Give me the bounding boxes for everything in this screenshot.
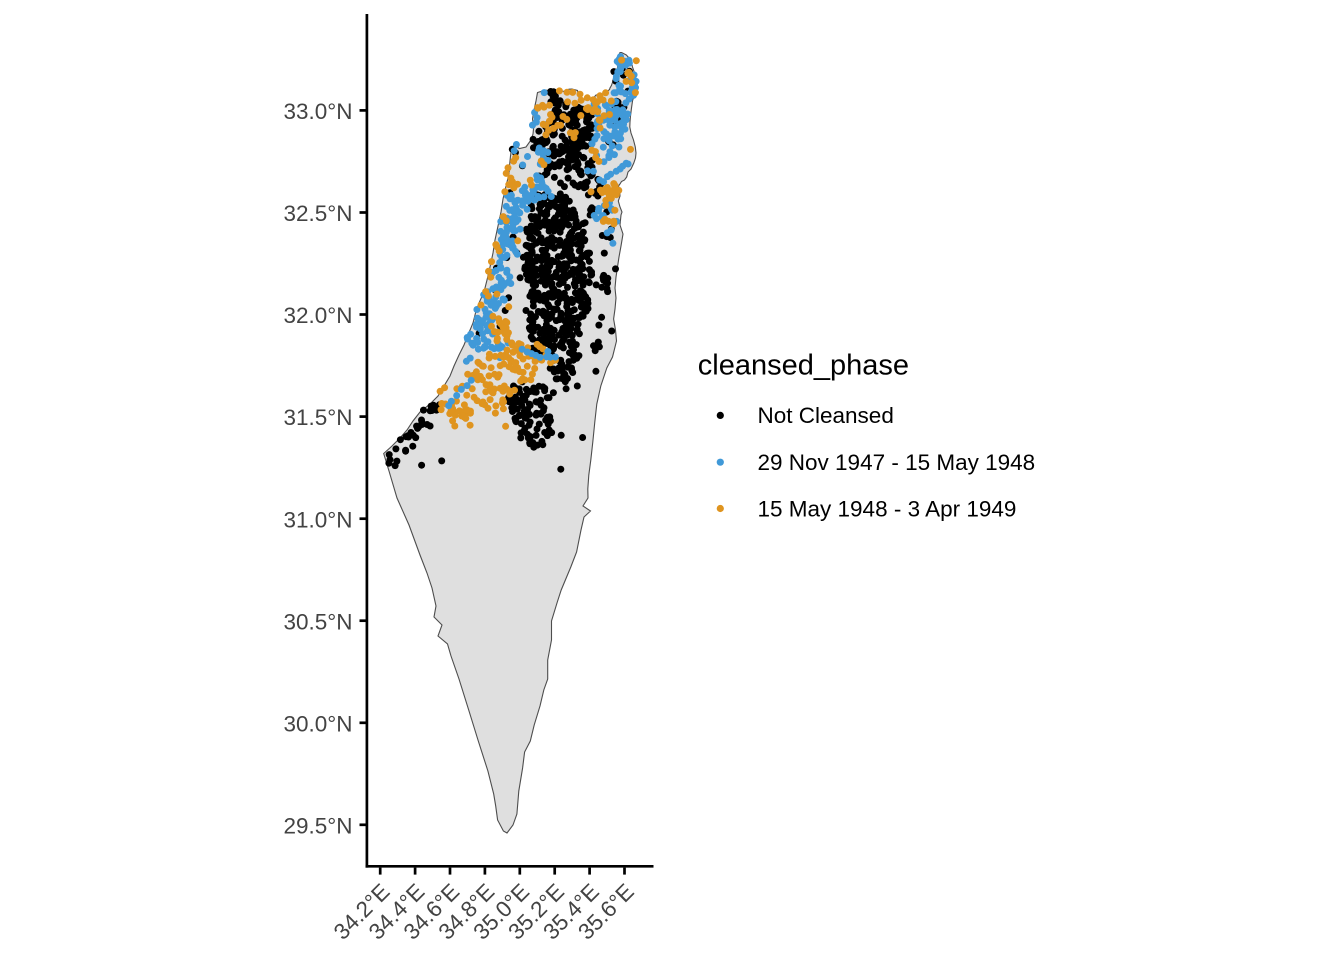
svg-text:Not Cleansed: Not Cleansed (758, 403, 894, 428)
svg-text:32.5°N: 32.5°N (283, 201, 352, 226)
svg-text:cleansed_phase: cleansed_phase (698, 350, 909, 382)
svg-text:30.5°N: 30.5°N (283, 609, 352, 634)
svg-text:32.0°N: 32.0°N (283, 303, 352, 328)
svg-text:15 May 1948 - 3 Apr 1949: 15 May 1948 - 3 Apr 1949 (758, 496, 1017, 521)
svg-text:31.5°N: 31.5°N (283, 405, 352, 430)
svg-text:33.0°N: 33.0°N (283, 99, 352, 124)
svg-text:30.0°N: 30.0°N (283, 711, 352, 736)
svg-text:29 Nov 1947 - 15 May 1948: 29 Nov 1947 - 15 May 1948 (758, 450, 1036, 475)
svg-text:29.5°N: 29.5°N (283, 813, 352, 838)
svg-text:31.0°N: 31.0°N (283, 507, 352, 532)
